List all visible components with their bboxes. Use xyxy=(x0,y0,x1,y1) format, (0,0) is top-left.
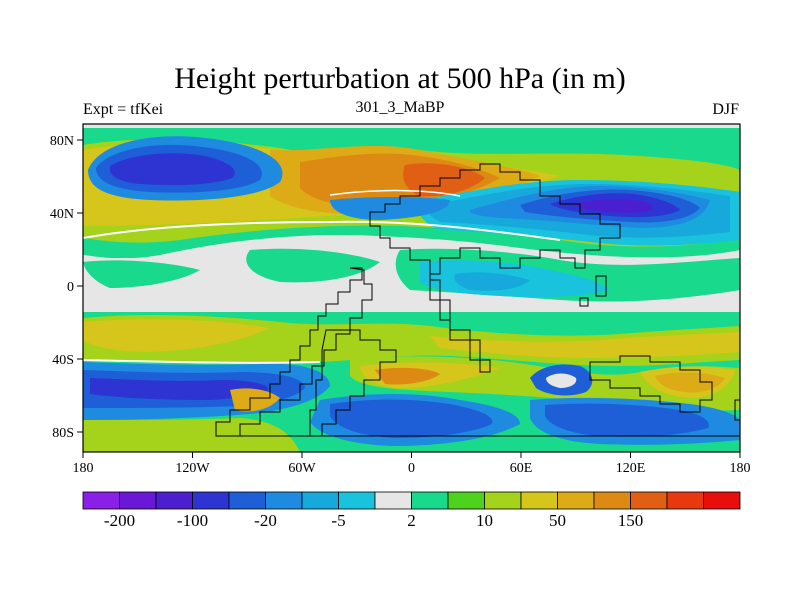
colorbar-swatch xyxy=(447,491,485,510)
map-title: Height perturbation at 500 hPa (in m) xyxy=(174,62,626,95)
season-label: DJF xyxy=(712,101,739,118)
height-field xyxy=(83,124,740,452)
y-tick-label: 80N xyxy=(50,134,74,149)
colorbar-label: 50 xyxy=(549,511,566,530)
colorbar-swatch xyxy=(119,491,157,510)
y-tick-label: 0 xyxy=(67,280,74,295)
colorbar-swatch xyxy=(155,491,193,510)
x-tick-label: 120E xyxy=(616,461,646,476)
y-tick-label: 80S xyxy=(52,426,74,441)
colorbar-swatch xyxy=(374,491,412,510)
colorbar: -200 -100 -20 -5 2 10 50 150 xyxy=(82,491,741,530)
y-tick-label: 40N xyxy=(50,207,74,222)
colorbar-swatch xyxy=(520,491,558,510)
run-label: 301_3_MaBP xyxy=(355,99,445,116)
colorbar-label: 10 xyxy=(476,511,493,530)
x-tick-label: 0 xyxy=(408,461,415,476)
colorbar-label: 150 xyxy=(618,511,644,530)
colorbar-swatch xyxy=(703,491,741,510)
colorbar-label: -20 xyxy=(254,511,277,530)
colorbar-label: -5 xyxy=(331,511,345,530)
colorbar-swatch xyxy=(593,491,631,510)
y-tick-label: 40S xyxy=(52,353,74,368)
colorbar-swatch xyxy=(557,491,595,510)
colorbar-label: -100 xyxy=(177,511,208,530)
colorbar-label: -200 xyxy=(104,511,135,530)
experiment-label: Expt = tfKei xyxy=(83,101,164,118)
colorbar-label: 2 xyxy=(407,511,416,530)
axis-ticks xyxy=(77,139,741,458)
land-outlines xyxy=(215,163,741,437)
x-tick-label: 180 xyxy=(73,461,94,476)
x-tick-label: 60W xyxy=(288,461,316,476)
x-tick-label: 60E xyxy=(510,461,533,476)
colorbar-swatch xyxy=(82,491,120,510)
colorbar-swatch xyxy=(301,491,339,510)
colorbar-swatch xyxy=(630,491,668,510)
colorbar-swatch xyxy=(192,491,230,510)
colorbar-swatch xyxy=(484,491,522,510)
colorbar-swatch xyxy=(265,491,303,510)
x-tick-label: 120W xyxy=(175,461,210,476)
x-tick-label: 180 xyxy=(730,461,751,476)
colorbar-swatch xyxy=(666,491,704,510)
colorbar-swatch xyxy=(228,491,266,510)
colorbar-swatch xyxy=(338,491,376,510)
colorbar-swatch xyxy=(411,491,449,510)
